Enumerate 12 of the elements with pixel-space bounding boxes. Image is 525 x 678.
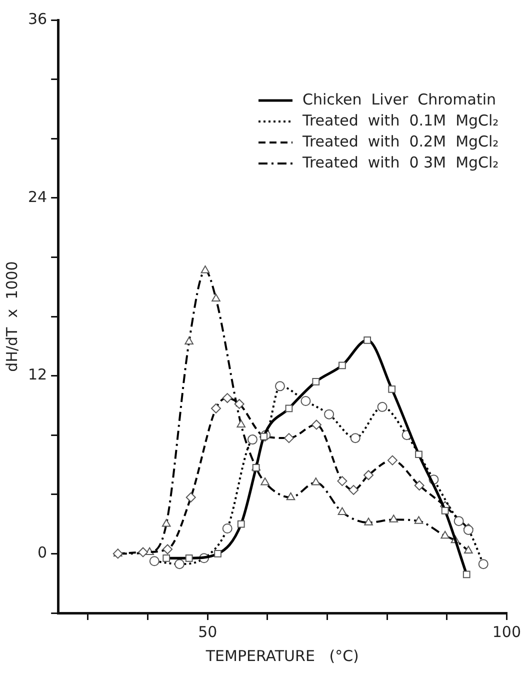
x-tick-label: 50 <box>198 622 218 641</box>
legend-label: Treated with 0.2M MgCl₂ <box>301 132 499 150</box>
y-tick-label: 24 <box>28 188 48 206</box>
x-axis-title: TEMPERATURE (°C) <box>204 646 359 665</box>
legend-label: Treated with 0 3M MgCl₂ <box>301 153 499 172</box>
y-tick-label: 36 <box>28 10 48 28</box>
y-tick-label: 0 <box>38 544 48 562</box>
y-axis-title: dH/dT x 1000 <box>2 261 21 372</box>
legend-label: Treated with 0.1M MgCl₂ <box>301 111 499 130</box>
y-tick-label: 12 <box>28 366 48 384</box>
legend-label: Chicken Liver Chromatin <box>302 90 496 108</box>
x-tick-label: 100 <box>492 622 522 641</box>
